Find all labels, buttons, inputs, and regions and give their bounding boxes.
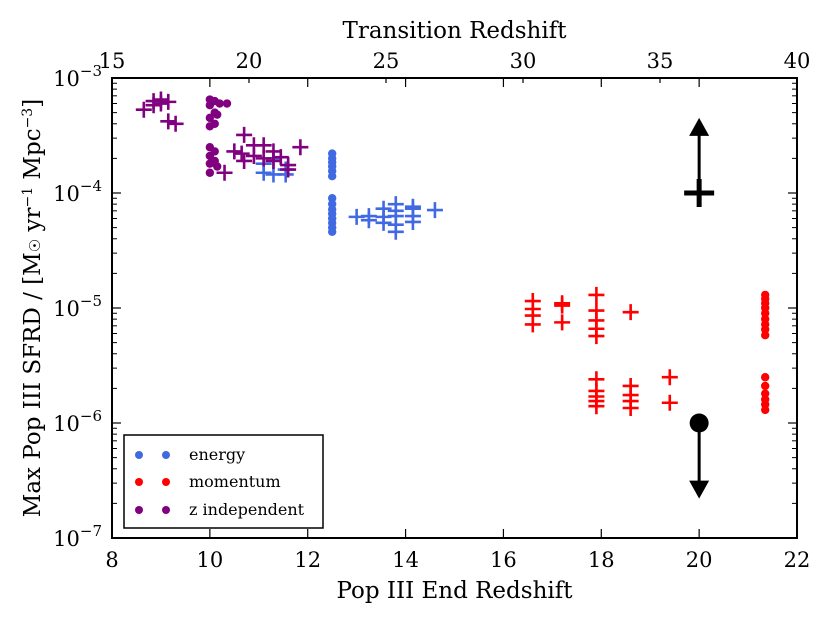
momentum-circle-point: [760, 381, 770, 391]
x-tick-label: 18: [588, 548, 615, 572]
momentum-plus-point: [588, 328, 605, 345]
z-independent-plus-point: [265, 152, 282, 169]
upper-limit-plus-marker: [684, 179, 715, 207]
momentum-plus-point: [661, 369, 678, 386]
z-independent-plus-point: [236, 152, 253, 169]
y-tick-label: 10−4: [53, 177, 102, 206]
z-independent-plus-point: [160, 93, 177, 110]
momentum-plus-point: [588, 398, 605, 415]
axis-ticks: 8 10 12 14 16 18 20 22 15 20 25 30 35 40 10−3 10−4 10−5 1…: [53, 49, 810, 572]
legend-marker: [162, 506, 170, 514]
energy-plus-point: [255, 164, 272, 181]
momentum-plus-point: [554, 297, 571, 314]
z-independent-circle-point: [205, 113, 215, 123]
energy-plus-point: [360, 212, 377, 229]
z-independent-circle-point: [215, 99, 224, 108]
momentum-circle-point: [760, 331, 770, 340]
z-independent-plus-point: [255, 150, 272, 167]
z-independent-plus-point: [226, 143, 243, 160]
legend: energy momentum z independent: [123, 434, 324, 529]
data-marks: [135, 91, 770, 499]
x2-tick-label: 40: [784, 49, 811, 73]
z-independent-plus-point: [245, 147, 262, 164]
y-axis-title: Max Pop III SFRD / [M☉ yr−1 Mpc−3]: [20, 99, 46, 517]
z-independent-circle-point: [205, 101, 215, 110]
x-tick-label: 22: [784, 548, 811, 572]
y-tick-label: 10−7: [53, 522, 102, 551]
energy-circle-point: [327, 171, 337, 181]
momentum-circle-point: [760, 389, 770, 398]
z-independent-plus-point: [280, 161, 297, 178]
z-independent-plus-point: [292, 139, 309, 156]
legend-marker: [135, 478, 143, 486]
x-tick-label: 10: [196, 548, 223, 572]
legend-label-z-independent: z independent: [189, 500, 305, 519]
momentum-plus-point: [554, 314, 571, 331]
energy-plus-point: [375, 214, 392, 231]
z-independent-plus-point: [216, 164, 233, 181]
y-tick-label: 10−6: [53, 407, 102, 436]
energy-circle-point: [327, 194, 337, 203]
x-axis-title: Pop III End Redshift: [336, 578, 573, 604]
momentum-plus-point: [524, 316, 541, 333]
z-independent-plus-point: [167, 115, 184, 132]
legend-entry-z-independent: z independent: [135, 500, 305, 519]
legend-marker: [162, 478, 170, 486]
x2-tick-label: 20: [236, 49, 263, 73]
z-independent-circle-point: [205, 122, 215, 131]
momentum-circle-point: [760, 373, 770, 382]
y-tick-label: 10−5: [53, 292, 102, 321]
z-independent-plus-point: [160, 113, 177, 130]
energy-plus-point: [387, 223, 404, 240]
momentum-plus-point: [588, 286, 605, 303]
x-tick-label: 12: [294, 548, 321, 572]
legend-box: [123, 434, 324, 529]
x-tick-label: 20: [686, 548, 713, 572]
x-tick-label: 16: [490, 548, 517, 572]
lower-limit-circle-marker: [689, 413, 709, 433]
z-independent-circle-point: [205, 159, 215, 168]
z-independent-circle-point: [222, 99, 232, 108]
z-independent-circle-point: [212, 110, 222, 119]
x2-tick-label: 15: [99, 49, 126, 73]
momentum-plus-point: [661, 394, 678, 411]
x-tick-label: 14: [392, 548, 419, 572]
energy-circle-point: [327, 227, 337, 236]
x-tick-label: 8: [105, 548, 118, 572]
x2-tick-label: 35: [647, 49, 674, 73]
z-independent-circle-point: [205, 168, 215, 177]
z-independent-plus-point: [236, 126, 253, 143]
x2-tick-label: 30: [510, 49, 537, 73]
momentum-circle-point: [760, 309, 770, 318]
momentum-circle-point: [760, 405, 770, 415]
legend-entry-momentum: momentum: [135, 472, 281, 491]
energy-plus-point: [404, 213, 421, 230]
legend-label-energy: energy: [189, 445, 245, 464]
limit-arrowhead-up: [689, 117, 710, 136]
legend-marker: [135, 506, 143, 514]
legend-marker: [162, 451, 170, 459]
legend-marker: [135, 451, 143, 459]
z-independent-plus-point: [233, 145, 250, 162]
legend-entry-energy: energy: [135, 445, 245, 464]
limit-arrowhead-down: [689, 480, 710, 499]
momentum-plus-point: [622, 400, 639, 417]
momentum-plus-point: [622, 304, 639, 321]
z-independent-plus-point: [135, 101, 152, 118]
energy-plus-point: [426, 202, 443, 219]
z-independent-plus-point: [152, 95, 169, 112]
x2-tick-label: 25: [373, 49, 400, 73]
legend-label-momentum: momentum: [189, 472, 281, 491]
plot-frame: [111, 77, 798, 539]
z-independent-circle-point: [212, 162, 222, 171]
z-independent-plus-point: [272, 149, 289, 166]
x2-axis-title: Transition Redshift: [343, 18, 568, 44]
y-tick-label: 10−3: [53, 62, 102, 91]
